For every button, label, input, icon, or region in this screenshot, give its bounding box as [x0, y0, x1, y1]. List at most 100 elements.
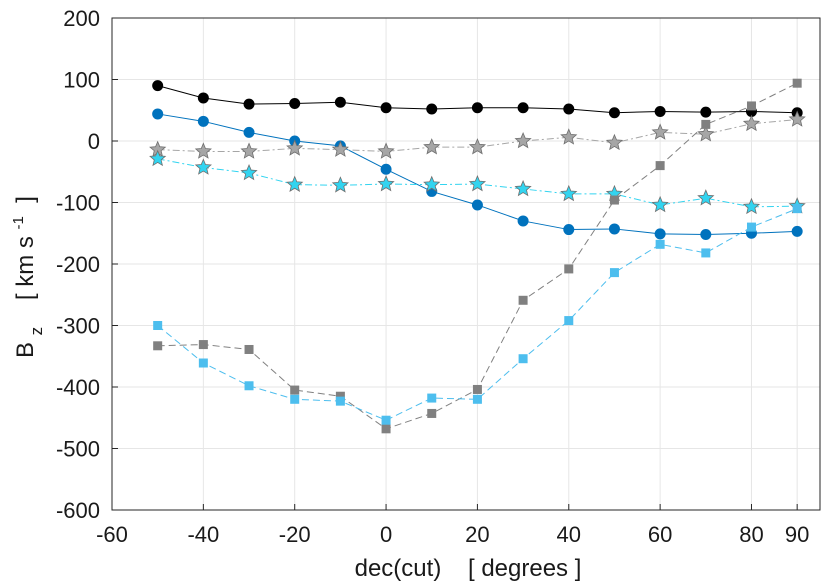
data-point [331, 176, 349, 193]
data-point [380, 163, 392, 175]
y-tick-label: -500 [56, 437, 100, 462]
series-line [157, 208, 798, 421]
data-point [651, 123, 669, 140]
data-point [517, 215, 529, 227]
data-point [655, 239, 665, 249]
data-point [701, 248, 711, 258]
data-point [697, 125, 715, 142]
data-point [563, 103, 575, 115]
x-tick-label: 90 [785, 522, 809, 547]
series-grey-stars [149, 110, 806, 159]
data-point [654, 228, 666, 240]
data-point [655, 161, 665, 171]
data-point [605, 133, 624, 151]
data-point [514, 179, 532, 197]
data-point [152, 80, 164, 92]
series-group [149, 78, 806, 434]
y-tick-label: -300 [56, 314, 100, 339]
data-point [792, 78, 802, 88]
data-point [286, 175, 304, 192]
series-grey-squares [153, 78, 802, 434]
y-tick-label: 200 [63, 6, 100, 31]
y-label-units: [ km s [12, 236, 39, 300]
data-point [198, 358, 208, 368]
data-point [423, 175, 441, 192]
data-point [471, 102, 483, 114]
series-line [157, 158, 798, 208]
data-point [700, 228, 712, 240]
x-tick-label: 60 [648, 522, 672, 547]
data-point [290, 385, 300, 395]
data-point [377, 175, 395, 192]
data-point [335, 391, 345, 401]
data-point [654, 105, 666, 117]
series-black-circles [152, 80, 803, 119]
x-tick-label: -20 [279, 522, 311, 547]
y-label-main: B [12, 342, 39, 358]
data-point [243, 98, 255, 110]
data-point [746, 222, 756, 232]
svg-text:B z [ km s -: B z [ km s -1 ] [2, 196, 48, 358]
x-tick-label: -60 [96, 522, 128, 547]
data-point [701, 119, 711, 129]
y-label-units-exponent: -1 [10, 216, 27, 229]
data-point [381, 424, 391, 434]
data-point [335, 396, 345, 406]
data-point [560, 128, 578, 145]
data-point [518, 354, 528, 364]
data-point [240, 163, 258, 181]
data-point [517, 102, 529, 114]
data-point [472, 384, 482, 394]
data-point [471, 199, 483, 211]
data-point [426, 103, 438, 115]
data-point [514, 131, 532, 149]
y-label-subscript: z [27, 327, 46, 336]
data-point [609, 195, 619, 205]
data-point [290, 394, 300, 404]
data-point [427, 408, 437, 418]
y-axis-label: B z [ km s -1 ] [2, 196, 48, 358]
data-point [742, 114, 761, 132]
x-tick-label: 80 [739, 522, 763, 547]
y-tick-label: -600 [56, 498, 100, 523]
data-point [468, 138, 487, 155]
data-point [334, 96, 346, 108]
x-axis-label: dec(cut) [ degrees ] [355, 555, 582, 582]
tick-labels: -60 -40 -20 0 20 40 60 80 90-600-500-400-300-200… [56, 6, 809, 547]
data-point [472, 394, 482, 404]
data-point [423, 138, 441, 155]
data-point [244, 344, 254, 354]
y-tick-label: -400 [56, 375, 100, 400]
y-tick-label: -100 [56, 191, 100, 216]
x-tick-label: -40 [187, 522, 219, 547]
y-tick-label: 100 [63, 68, 100, 93]
data-point [564, 316, 574, 326]
data-point [194, 158, 212, 175]
data-point [791, 225, 803, 237]
data-point [427, 393, 437, 403]
data-point [518, 295, 528, 305]
data-point [286, 139, 304, 156]
data-point [243, 126, 255, 138]
data-point [788, 110, 806, 127]
data-point [240, 142, 258, 159]
data-point [608, 223, 620, 235]
y-label-units-close: ] [12, 196, 39, 209]
data-point [608, 107, 620, 119]
data-point [560, 184, 578, 202]
x-tick-label: 0 [380, 522, 392, 547]
data-point [149, 149, 167, 167]
y-tick-label: 0 [88, 129, 100, 154]
data-point [742, 197, 761, 215]
series-lightblue-squares [153, 204, 802, 425]
data-point [380, 102, 392, 114]
x-tick-label: 40 [557, 522, 581, 547]
data-point [697, 189, 715, 206]
data-point [468, 175, 487, 192]
data-point [792, 204, 802, 214]
x-tick-label: 20 [465, 522, 489, 547]
data-point [700, 106, 712, 118]
data-point [289, 97, 301, 109]
data-point [331, 140, 349, 157]
